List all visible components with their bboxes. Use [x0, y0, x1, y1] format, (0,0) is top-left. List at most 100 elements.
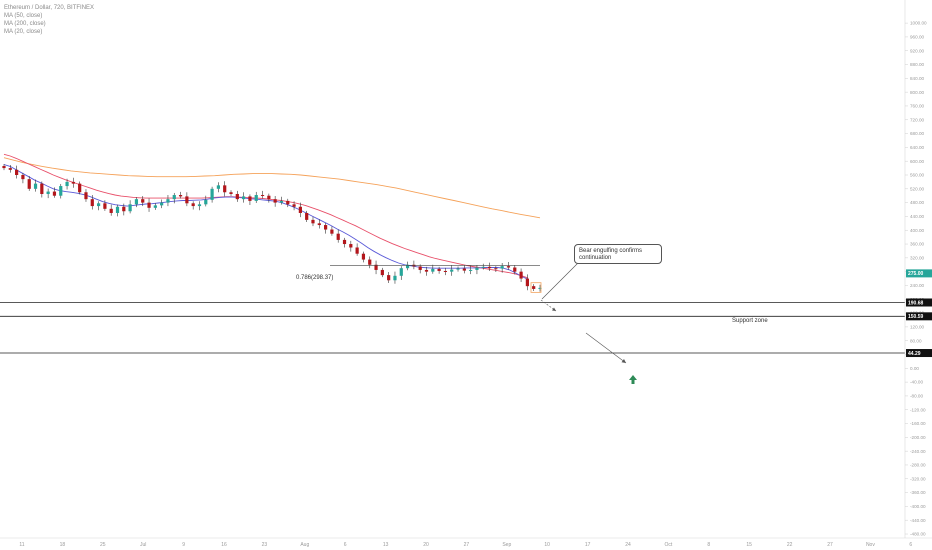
price-tag-support-top-box [906, 298, 932, 307]
legend-ma20[interactable]: MA (20, close) [4, 29, 43, 35]
candle-body [405, 264, 410, 269]
time-axis[interactable]: 11 18 25 Jul 9 16 23 Aug 6 13 20 27 Sep 10 17 24 Oct 8 15 2… [0, 537, 932, 548]
y-tick-label: 920.00 [910, 48, 924, 53]
y-tick-label: 600.00 [910, 159, 924, 164]
projection-arrow-head [552, 307, 556, 311]
candle-body [210, 188, 214, 200]
moving-average-lines [3, 153, 541, 280]
candle-body [500, 266, 504, 269]
x-tick-label: 8 [707, 542, 710, 548]
ma200-line [3, 157, 541, 219]
y-tick-label: 840.00 [910, 76, 924, 81]
x-tick-label: 23 [262, 542, 268, 548]
x-tick-label: 22 [787, 542, 793, 548]
candle-body [235, 193, 239, 200]
candle-body [399, 268, 403, 276]
candle-body [317, 223, 321, 226]
price-tag-support-bottom-box [906, 312, 932, 321]
x-tick-label: Sep [502, 542, 511, 548]
price-tag-support-top: 190.68 [908, 300, 924, 306]
candle-body [336, 233, 340, 240]
y-tick-label: -400.00 [910, 504, 926, 509]
callout-note[interactable]: Bear engulfing confirms continuation [574, 244, 662, 264]
y-tick-label: 1000.00 [910, 21, 927, 26]
candle-body [267, 195, 271, 200]
price-tag-target: 44.29 [908, 351, 921, 357]
y-tick-label: 240.00 [910, 283, 924, 288]
legend-ma200[interactable]: MA (200, close) [4, 21, 46, 27]
y-tick-label: 480.00 [910, 200, 924, 205]
y-tick-label: 680.00 [910, 131, 924, 136]
candlestick-series [2, 163, 542, 292]
candle-body [450, 269, 454, 272]
candle-body [229, 192, 233, 194]
candle-body [525, 278, 529, 287]
candle-body [519, 271, 523, 279]
y-tick-label: 760.00 [910, 104, 924, 109]
candle-body [374, 264, 378, 270]
candle-body [46, 191, 50, 194]
price-tag-current-box [906, 269, 932, 278]
candle-body [59, 186, 63, 196]
y-tick-label: 880.00 [910, 62, 924, 67]
candle-body [185, 196, 189, 204]
candle-body [254, 195, 258, 201]
candle-body [298, 206, 302, 213]
candle-body [368, 259, 372, 265]
y-tick-label: 520.00 [910, 186, 924, 191]
candle-body [15, 169, 19, 175]
candle-body [40, 183, 44, 194]
y-tick-label: -80.00 [910, 394, 923, 399]
candle-body [286, 200, 290, 205]
symbol-title[interactable]: Ethereum / Dollar, 720, BITFINEX [4, 5, 95, 11]
chart-legend: Ethereum / Dollar, 720, BITFINEX MA (50,… [4, 4, 94, 36]
y-tick-label: 560.00 [910, 173, 924, 178]
candle-body [122, 206, 126, 212]
callout-pointer [541, 262, 579, 300]
x-tick-label: 27 [827, 542, 833, 548]
candle-body [462, 268, 466, 271]
candle-body [128, 204, 132, 212]
candle-body [355, 247, 359, 254]
y-tick-label: -320.00 [910, 476, 926, 481]
x-tick-label: Oct [665, 542, 673, 548]
candle-body [475, 267, 479, 270]
candle-body [223, 185, 227, 193]
horizontal-levels [0, 265, 905, 354]
y-tick-label: 640.00 [910, 145, 924, 150]
y-tick-label: -360.00 [910, 490, 926, 495]
candle-body [242, 196, 246, 200]
candle-body [487, 266, 492, 269]
candle-body [109, 208, 113, 213]
candle-body [71, 181, 75, 184]
candle-body [412, 264, 416, 267]
price-axis[interactable]: 1080.001000.00960.00920.00880.00840.0080… [904, 0, 932, 538]
x-tick-label: 10 [544, 542, 550, 548]
candle-body [532, 286, 536, 289]
y-tick-label: 720.00 [910, 117, 924, 122]
candle-body [279, 200, 284, 203]
candle-body [469, 269, 473, 271]
candle-body [292, 204, 296, 207]
candle-body [456, 268, 460, 270]
candle-body [21, 175, 25, 180]
candle-body [513, 267, 517, 272]
candle-body [248, 196, 252, 201]
fib-level-label: 0.786(298.37) [296, 275, 334, 281]
target-projection-line [585, 332, 627, 364]
y-tick-label: 360.00 [910, 242, 924, 247]
candle-body [134, 199, 139, 205]
candle-body [393, 275, 397, 281]
candle-body [178, 195, 183, 197]
candle-body [260, 195, 265, 197]
x-tick-label: 6 [344, 542, 347, 548]
ma20-line [3, 164, 529, 280]
candle-body [172, 195, 176, 200]
price-tag-support-bottom: 150.59 [908, 314, 924, 320]
candle-body [90, 199, 94, 207]
candle-body [342, 239, 347, 245]
x-tick-label: 13 [383, 542, 389, 548]
legend-ma50[interactable]: MA (50, close) [4, 13, 43, 19]
